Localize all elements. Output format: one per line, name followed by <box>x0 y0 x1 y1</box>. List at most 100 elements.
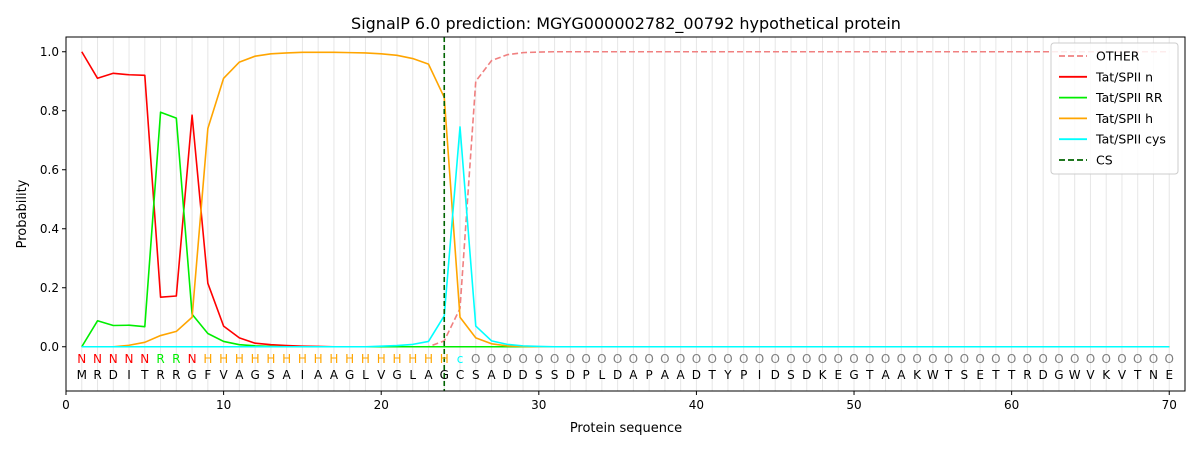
region-label: O <box>487 352 496 366</box>
series-lines <box>81 50 1170 348</box>
y-tick-label: 0.8 <box>40 104 59 118</box>
residue-label: G <box>187 368 196 382</box>
residue-label: R <box>1023 368 1031 382</box>
residue-label: T <box>1133 368 1142 382</box>
region-label: O <box>881 352 890 366</box>
x-tick-label: 0 <box>62 398 70 412</box>
residue-label: D <box>692 368 701 382</box>
residue-label: A <box>629 368 638 382</box>
region-label: R <box>156 352 164 366</box>
region-label: N <box>140 352 149 366</box>
residue-label: A <box>235 368 244 382</box>
sequence-annotations: NMNRNDNINTRRRRNGHFHVHAHGHSHAHIHAHAHGHLHV… <box>77 352 1174 382</box>
residue-label: A <box>283 368 292 382</box>
series-line-tat-spii-cys <box>81 126 1170 348</box>
region-label: O <box>613 352 622 366</box>
residue-label: V <box>219 368 228 382</box>
region-label: O <box>1054 352 1063 366</box>
region-label: O <box>581 352 590 366</box>
region-label: O <box>1117 352 1126 366</box>
region-label: O <box>928 352 937 366</box>
region-label: H <box>361 352 370 366</box>
x-tick-label: 60 <box>1004 398 1019 412</box>
region-label: H <box>377 352 386 366</box>
residue-label: S <box>551 368 559 382</box>
chart-title: SignalP 6.0 prediction: MGYG000002782_00… <box>351 14 901 34</box>
residue-label: R <box>172 368 180 382</box>
y-tick-label: 0.2 <box>40 281 59 295</box>
region-label: O <box>707 352 716 366</box>
residue-label: T <box>1007 368 1016 382</box>
residue-label: T <box>991 368 1000 382</box>
region-label: N <box>109 352 118 366</box>
y-axis-ticks: 0.0 0.2 0.4 0.6 0.8 1.0 <box>40 45 66 354</box>
residue-label: P <box>740 368 747 382</box>
residue-label: W <box>927 368 939 382</box>
residue-label: G <box>250 368 259 382</box>
region-label: O <box>503 352 512 366</box>
region-label: O <box>676 352 685 366</box>
residue-label: S <box>267 368 275 382</box>
region-label: O <box>644 352 653 366</box>
residue-label: D <box>1039 368 1048 382</box>
region-label: O <box>960 352 969 366</box>
legend: OTHER Tat/SPII n Tat/SPII RR Tat/SPII h Tat/… <box>1050 42 1179 175</box>
legend-box <box>1050 42 1179 175</box>
x-tick-label: 70 <box>1162 398 1177 412</box>
residue-label: A <box>897 368 906 382</box>
region-label: O <box>991 352 1000 366</box>
region-label: N <box>77 352 86 366</box>
region-label: H <box>329 352 338 366</box>
residue-label: D <box>109 368 118 382</box>
y-tick-label: 0.0 <box>40 340 59 354</box>
residue-label: M <box>77 368 87 382</box>
region-label: O <box>566 352 575 366</box>
region-label: O <box>1165 352 1174 366</box>
residue-label: G <box>345 368 354 382</box>
region-label: O <box>471 352 480 366</box>
residue-label: G <box>849 368 858 382</box>
region-label: O <box>1086 352 1095 366</box>
region-label: H <box>282 352 291 366</box>
residue-label: I <box>127 368 131 382</box>
residue-label: D <box>518 368 527 382</box>
region-label: H <box>408 352 417 366</box>
residue-label: I <box>301 368 305 382</box>
residue-label: L <box>409 368 416 382</box>
region-label: H <box>251 352 260 366</box>
x-tick-label: 40 <box>689 398 704 412</box>
grid-lines <box>81 37 1170 391</box>
residue-label: K <box>1102 368 1111 382</box>
x-axis-label: Protein sequence <box>570 421 682 436</box>
x-tick-label: 50 <box>846 398 861 412</box>
region-label: O <box>897 352 906 366</box>
residue-label: Y <box>723 368 732 382</box>
region-label: N <box>93 352 102 366</box>
region-label: O <box>865 352 874 366</box>
residue-label: A <box>881 368 890 382</box>
legend-label: OTHER <box>1096 49 1140 64</box>
region-label: H <box>266 352 275 366</box>
region-label: H <box>392 352 401 366</box>
residue-label: D <box>802 368 811 382</box>
region-label: O <box>550 352 559 366</box>
region-label: O <box>692 352 701 366</box>
region-label: O <box>518 352 527 366</box>
residue-label: A <box>330 368 339 382</box>
region-label: O <box>534 352 543 366</box>
region-label: c <box>457 352 464 366</box>
region-label: H <box>440 352 449 366</box>
residue-label: D <box>771 368 780 382</box>
residue-label: S <box>535 368 543 382</box>
region-label: H <box>235 352 244 366</box>
region-label: O <box>629 352 638 366</box>
region-label: O <box>755 352 764 366</box>
region-label: O <box>818 352 827 366</box>
residue-label: A <box>677 368 686 382</box>
residue-label: E <box>834 368 842 382</box>
residue-label: A <box>487 368 496 382</box>
residue-label: N <box>1149 368 1158 382</box>
region-label: O <box>944 352 953 366</box>
residue-label: D <box>566 368 575 382</box>
residue-label: T <box>140 368 149 382</box>
